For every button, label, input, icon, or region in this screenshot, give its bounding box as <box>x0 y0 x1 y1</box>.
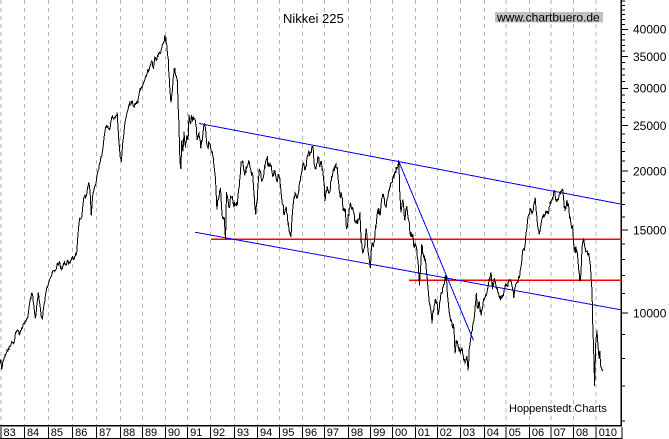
svg-text:25000: 25000 <box>633 119 667 133</box>
svg-text:05: 05 <box>509 427 521 439</box>
svg-text:93: 93 <box>237 427 249 439</box>
svg-text:40000: 40000 <box>633 23 667 37</box>
svg-text:85: 85 <box>51 427 63 439</box>
svg-text:06: 06 <box>532 427 544 439</box>
svg-text:84: 84 <box>27 427 39 439</box>
svg-text:30000: 30000 <box>633 82 667 96</box>
svg-text:89: 89 <box>145 427 157 439</box>
svg-text:20000: 20000 <box>633 165 667 179</box>
svg-text:87: 87 <box>99 427 111 439</box>
svg-text:97: 97 <box>327 427 339 439</box>
svg-text:01: 01 <box>418 427 430 439</box>
svg-text:010: 010 <box>599 427 617 439</box>
svg-text:95: 95 <box>282 427 294 439</box>
svg-text:94: 94 <box>260 427 272 439</box>
svg-text:96: 96 <box>305 427 317 439</box>
svg-text:91: 91 <box>190 427 202 439</box>
svg-text:02: 02 <box>440 427 452 439</box>
svg-text:08: 08 <box>576 427 588 439</box>
svg-text:90: 90 <box>168 427 180 439</box>
svg-text:00: 00 <box>395 427 407 439</box>
svg-text:83: 83 <box>4 427 16 439</box>
svg-text:Nikkei 225: Nikkei 225 <box>283 11 344 26</box>
svg-text:99: 99 <box>373 427 385 439</box>
svg-text:88: 88 <box>123 427 135 439</box>
svg-text:15000: 15000 <box>633 223 667 237</box>
svg-text:86: 86 <box>75 427 87 439</box>
svg-text:03: 03 <box>463 427 475 439</box>
svg-text:10000: 10000 <box>633 306 667 320</box>
svg-text:04: 04 <box>487 427 499 439</box>
svg-text:98: 98 <box>351 427 363 439</box>
svg-text:92: 92 <box>213 427 225 439</box>
svg-text:www.chartbuero.de: www.chartbuero.de <box>496 11 600 25</box>
svg-text:35000: 35000 <box>633 50 667 64</box>
svg-text:07: 07 <box>554 427 566 439</box>
svg-text:Hoppenstedt Charts: Hoppenstedt Charts <box>509 403 607 415</box>
